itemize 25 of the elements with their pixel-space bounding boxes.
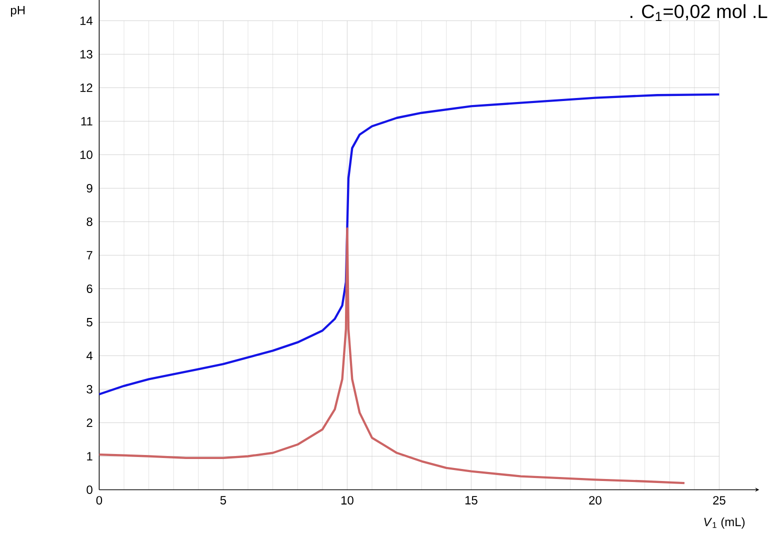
line-series <box>98 227 686 484</box>
y-tick-label: 11 <box>81 117 92 126</box>
y-tick-label: 2 <box>86 418 92 427</box>
y-tick-label: 3 <box>86 384 92 394</box>
y-tick-label: 10 <box>80 150 92 159</box>
y-tick-label: 0 <box>86 485 92 494</box>
x-tick-label: 10 <box>341 496 354 505</box>
x-tick-label: 0 <box>96 496 102 505</box>
annotation: . C$_{1}$=0,02 mol .L <box>630 4 768 22</box>
y-tick-label: 7 <box>86 251 92 260</box>
y-tick-label: 5 <box>86 318 92 326</box>
y-tick-label: 12 <box>80 84 92 92</box>
x-tick-label: 20 <box>589 496 602 505</box>
y-axis-title: pH <box>10 6 25 17</box>
y-tick-label: 1 <box>87 452 92 460</box>
y-tick-label: 14 <box>80 16 93 25</box>
x-axis-title: V$_{1}$ (mL) <box>704 517 745 529</box>
x-tick-label: 5 <box>220 496 226 504</box>
y-tick-label: 9 <box>86 184 92 192</box>
y-tick-label: 4 <box>86 352 93 360</box>
x-tick-label: 15 <box>465 496 478 504</box>
y-tick-label: 13 <box>80 50 92 58</box>
x-tick-label: 25 <box>713 496 726 505</box>
y-tick-label: 8 <box>86 217 92 226</box>
y-tick-label: 6 <box>86 284 92 293</box>
